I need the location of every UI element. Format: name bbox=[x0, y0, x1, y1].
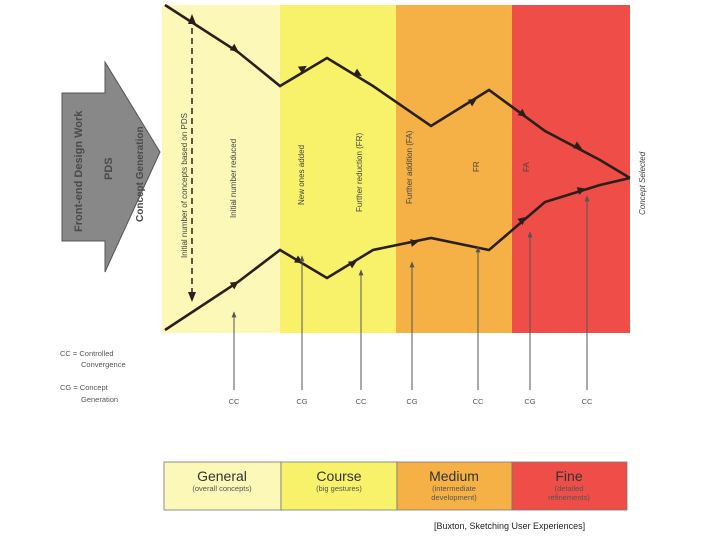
dashed-arrowhead-bottom bbox=[188, 292, 196, 302]
band-sub-fine-2: refinements) bbox=[548, 493, 590, 502]
phase-label: CG bbox=[524, 397, 535, 406]
label-concept-selected: Concept Selected bbox=[638, 151, 647, 215]
phase-label: CC bbox=[356, 397, 367, 406]
source-caption: [Buxton, Sketching User Experiences] bbox=[434, 521, 585, 531]
legend-cc-line1: CC = Controlled bbox=[60, 349, 114, 358]
front-end-arrow: Front-end Design Work PDS Concept Genera… bbox=[61, 60, 161, 273]
label-fa: FA bbox=[522, 162, 531, 172]
band-fine bbox=[511, 461, 628, 511]
fidelity-bands: General (overall concepts) Course (big g… bbox=[163, 461, 628, 511]
band-sub-course: (big gestures) bbox=[316, 484, 362, 493]
label-initial-reduced: Initial number reduced bbox=[229, 139, 238, 218]
phase-pointer-lines bbox=[231, 195, 590, 390]
band-sub-medium-1: (intermediate bbox=[432, 484, 476, 493]
zone-course bbox=[280, 5, 396, 333]
band-title-fine: Fine bbox=[555, 468, 582, 484]
phase-label: CC bbox=[229, 397, 240, 406]
arrow-label-pds: PDS bbox=[103, 157, 115, 180]
label-fr: FR bbox=[472, 161, 481, 172]
phase-label: CG bbox=[406, 397, 417, 406]
label-new-ones-added: New ones added bbox=[297, 145, 306, 205]
funnel-lower-line bbox=[164, 176, 631, 332]
label-further-addition: Further addition (FA) bbox=[405, 130, 414, 204]
band-title-course: Course bbox=[316, 468, 361, 484]
phase-label: CG bbox=[296, 397, 307, 406]
label-initial-concepts: Initial number of concepts based on PDS bbox=[180, 113, 189, 258]
zone-general bbox=[162, 5, 280, 333]
band-title-general: General bbox=[197, 468, 247, 484]
zone-fine bbox=[512, 5, 630, 333]
funnel-arrow-markers bbox=[229, 43, 586, 290]
band-course bbox=[280, 461, 398, 511]
phase-label: CC bbox=[582, 397, 593, 406]
band-sub-fine-1: (detailed bbox=[555, 484, 584, 493]
band-sub-general: (overall concepts) bbox=[192, 484, 252, 493]
phase-label: CC bbox=[473, 397, 484, 406]
funnel-upper-line bbox=[164, 3, 631, 180]
band-sub-medium-2: development) bbox=[431, 493, 477, 502]
band-medium bbox=[396, 461, 513, 511]
arrow-label-concept-generation: Concept Generation bbox=[135, 126, 146, 222]
band-title-medium: Medium bbox=[429, 468, 479, 484]
label-further-reduction: Further reduction (FR) bbox=[355, 133, 364, 212]
legend-cg-line1: CG = Concept bbox=[60, 383, 109, 392]
legend: CC = Controlled Convergence CG = Concept… bbox=[60, 349, 126, 404]
legend-cg-line2: Generation bbox=[81, 395, 118, 404]
zone-medium bbox=[396, 5, 512, 333]
band-general bbox=[163, 461, 282, 511]
legend-cc-line2: Convergence bbox=[81, 360, 126, 369]
arrow-label-front-end: Front-end Design Work bbox=[73, 110, 85, 232]
